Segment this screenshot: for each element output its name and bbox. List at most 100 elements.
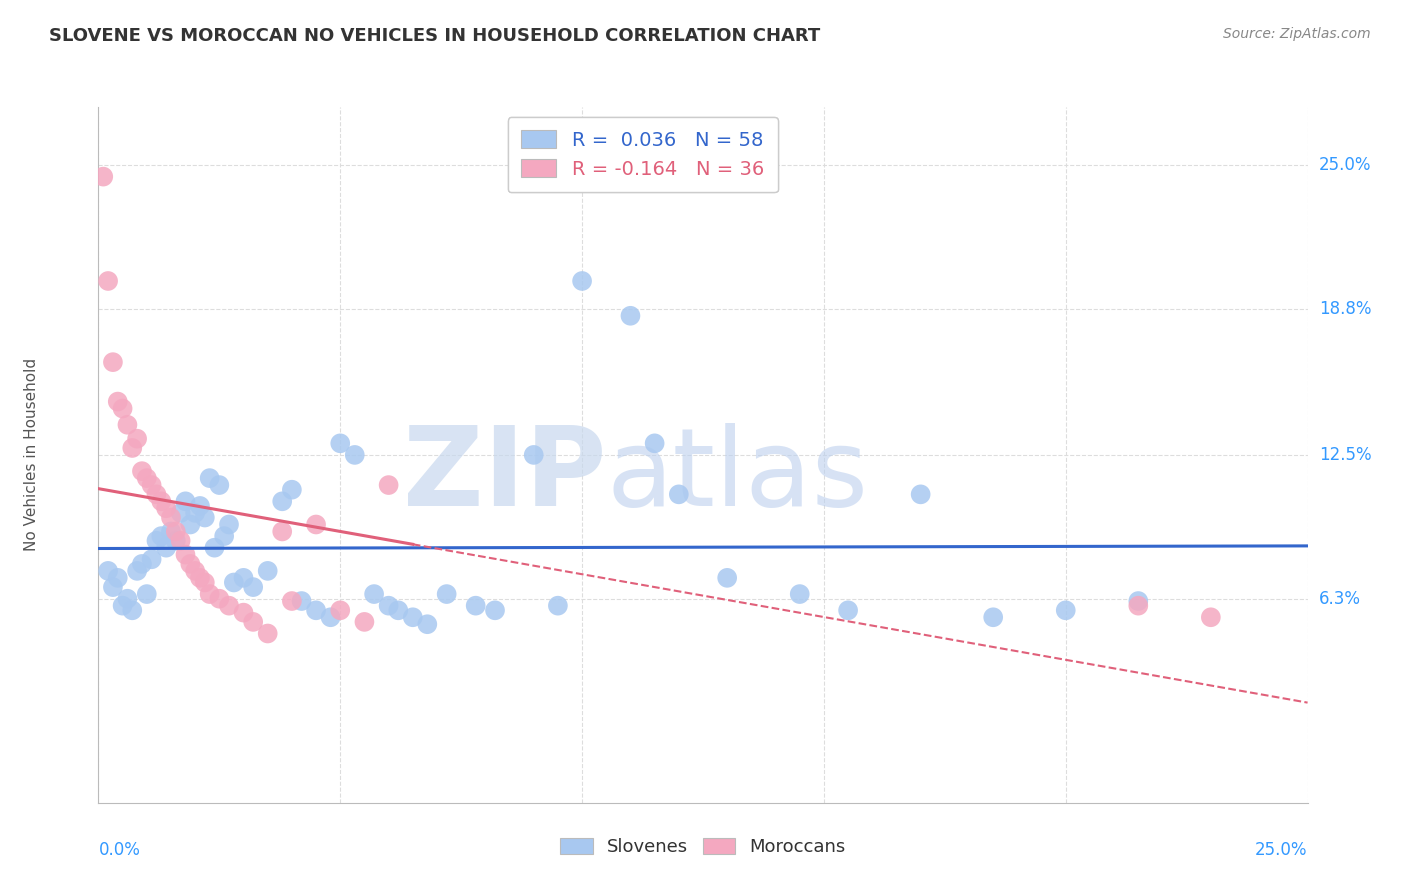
Point (121, 441, 143, 455)
Point (194, 575, 217, 590)
Point (363, 587, 385, 601)
Point (169, 533, 191, 548)
Point (135, 587, 157, 601)
Point (121, 603, 143, 617)
Point (117, 417, 139, 432)
Point (353, 615, 375, 629)
Point (290, 594, 312, 608)
Point (256, 626, 278, 640)
Point (402, 610, 425, 624)
Point (981, 610, 1004, 624)
Point (198, 471, 221, 485)
Point (97, 564, 120, 578)
Point (644, 436, 666, 450)
Point (165, 533, 187, 548)
Point (188, 499, 211, 513)
Point (198, 587, 221, 601)
Point (329, 603, 352, 617)
Point (218, 599, 240, 613)
Point (141, 478, 163, 492)
Point (377, 599, 399, 613)
Point (194, 510, 217, 524)
Point (571, 274, 593, 288)
Text: ZIP: ZIP (404, 422, 606, 529)
Point (179, 557, 201, 571)
Text: 0.0%: 0.0% (98, 841, 141, 859)
Point (131, 464, 153, 478)
Point (523, 448, 546, 462)
Point (1128, 594, 1150, 608)
Point (127, 432, 149, 446)
Text: 6.3%: 6.3% (1319, 590, 1361, 607)
Point (127, 564, 149, 578)
Point (111, 401, 134, 416)
Point (668, 487, 690, 501)
Point (111, 599, 134, 613)
Point (174, 548, 197, 562)
Text: atlas: atlas (606, 423, 869, 529)
Point (329, 436, 352, 450)
Text: 25.0%: 25.0% (1319, 156, 1371, 174)
Point (387, 603, 409, 617)
Point (204, 541, 226, 555)
Point (343, 448, 366, 462)
Point (141, 552, 163, 566)
Text: 12.5%: 12.5% (1319, 446, 1371, 464)
Text: No Vehicles in Household: No Vehicles in Household (24, 359, 39, 551)
Point (232, 571, 254, 585)
Point (179, 517, 201, 532)
Point (1054, 603, 1077, 617)
Point (789, 587, 811, 601)
Point (619, 309, 641, 323)
Point (208, 478, 231, 492)
Point (281, 594, 304, 608)
Point (271, 524, 294, 539)
Point (281, 483, 304, 497)
Point (101, 355, 124, 369)
Point (416, 617, 439, 632)
Point (222, 575, 245, 590)
Point (208, 591, 231, 606)
Point (212, 529, 235, 543)
Point (484, 603, 506, 617)
Point (155, 541, 177, 555)
Point (135, 471, 157, 485)
Point (436, 587, 458, 601)
Point (131, 557, 153, 571)
Point (218, 517, 240, 532)
Point (101, 580, 124, 594)
Point (184, 564, 207, 578)
Point (1128, 599, 1150, 613)
Point (1199, 610, 1222, 624)
Point (464, 599, 486, 613)
Point (547, 599, 569, 613)
Point (837, 603, 859, 617)
Point (150, 529, 173, 543)
Point (188, 571, 211, 585)
Point (97, 274, 120, 288)
Point (242, 615, 264, 629)
Point (165, 524, 187, 539)
Legend: R =  0.036   N = 58, R = -0.164   N = 36: R = 0.036 N = 58, R = -0.164 N = 36 (508, 117, 778, 193)
Point (242, 580, 264, 594)
Text: SLOVENE VS MOROCCAN NO VEHICLES IN HOUSEHOLD CORRELATION CHART: SLOVENE VS MOROCCAN NO VEHICLES IN HOUSE… (49, 27, 821, 45)
Point (117, 591, 139, 606)
Point (155, 501, 177, 516)
Point (305, 603, 328, 617)
Point (145, 533, 167, 548)
Point (169, 506, 191, 520)
Point (377, 478, 399, 492)
Point (716, 571, 738, 585)
Point (160, 510, 183, 524)
Point (145, 487, 167, 501)
Text: 25.0%: 25.0% (1256, 841, 1308, 859)
Text: 18.8%: 18.8% (1319, 300, 1371, 318)
Text: Source: ZipAtlas.com: Source: ZipAtlas.com (1223, 27, 1371, 41)
Point (107, 394, 129, 409)
Point (319, 610, 342, 624)
Point (160, 524, 183, 539)
Point (271, 494, 294, 508)
Point (305, 517, 328, 532)
Point (174, 494, 197, 508)
Point (910, 487, 932, 501)
